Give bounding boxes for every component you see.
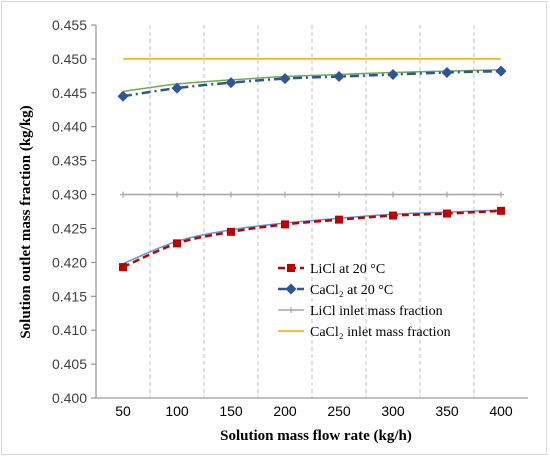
series-2-point-2 [228,191,234,198]
x-tick-label-6: 350 [435,403,459,419]
series-2-point-0 [120,191,126,198]
series-0-point-3 [281,220,289,229]
axis-layer [95,25,528,399]
y-tick-label-0: 0.400 [52,390,87,406]
x-tick-label-0: 50 [115,403,131,419]
series-0-point-1 [173,239,181,248]
series-1-point-4 [333,71,345,83]
x-axis-title: Solution mass flow rate (kg/h) [220,428,412,444]
grid-layer [149,25,475,398]
x-tick-label-7: 400 [489,403,513,419]
y-tick-label-4: 0.420 [52,254,87,270]
tick-layer: 0.400 0.405 0.410 0.415 0.420 0.425 0.430 0.435… [52,17,513,419]
x-tick-label-4: 250 [327,403,351,419]
series-0-point-4 [335,215,343,224]
series-1-point-2 [225,77,237,89]
model-curve-0 [122,209,502,265]
y-tick-label-6: 0.430 [52,187,87,203]
y-tick-label-8: 0.440 [52,119,87,135]
y-tick-label-10: 0.450 [52,51,87,67]
y-tick-label-2: 0.410 [52,322,87,338]
series-2-point-4 [336,191,342,198]
y-tick-label-3: 0.415 [52,288,87,304]
series-2-point-1 [174,191,180,198]
legend-label-2: LiCl inlet mass fraction [310,304,443,319]
legend-entry-0: LiCl at 20 °C [278,262,385,277]
y-tick-label-7: 0.435 [52,153,87,169]
legend-label-3: CaCl₂ inlet mass fraction [310,325,451,340]
legend-entry-2: LiCl inlet mass fraction [278,304,443,319]
series-2-point-6 [444,191,450,198]
series-1-point-7 [495,65,507,77]
y-tick-label-9: 0.445 [52,85,87,101]
series-0-point-5 [389,211,397,220]
series-1-point-3 [279,73,291,85]
series-2-point-3 [282,191,288,198]
legend-label-0: LiCl at 20 °C [310,262,385,277]
x-tick-label-2: 150 [219,403,243,419]
model-curve-1 [122,69,502,93]
legend: LiCl at 20 °C CaCl₂ at 20 °C LiCl inlet ma… [278,262,451,340]
x-tick-label-5: 300 [381,403,405,419]
y-axis-title: Solution outlet mass fraction (kg/kg) [18,105,34,338]
x-tick-label-1: 100 [165,403,189,419]
series-1-point-1 [171,82,183,94]
series-2-point-5 [390,191,396,198]
series-1-point-6 [441,66,453,78]
series-1-point-0 [117,90,129,102]
series-0-point-6 [443,209,451,218]
series-layer [117,58,507,272]
series-0-point-0 [119,263,127,272]
legend-label-1: CaCl₂ at 20 °C [310,283,393,298]
legend-marker-2 [288,307,294,313]
x-tick-label-3: 200 [273,403,297,419]
series-0-point-7 [497,206,505,215]
y-tick-label-11: 0.455 [52,17,87,33]
legend-entry-3: CaCl₂ inlet mass fraction [278,325,451,340]
legend-marker-0 [287,264,295,272]
legend-entry-1: CaCl₂ at 20 °C [278,283,393,298]
legend-marker-1 [285,283,297,295]
y-tick-label-5: 0.425 [52,220,87,236]
y-tick-label-1: 0.405 [52,356,87,372]
series-1-point-5 [387,69,399,81]
series-0-point-2 [227,227,235,236]
series-2-point-7 [498,191,504,198]
